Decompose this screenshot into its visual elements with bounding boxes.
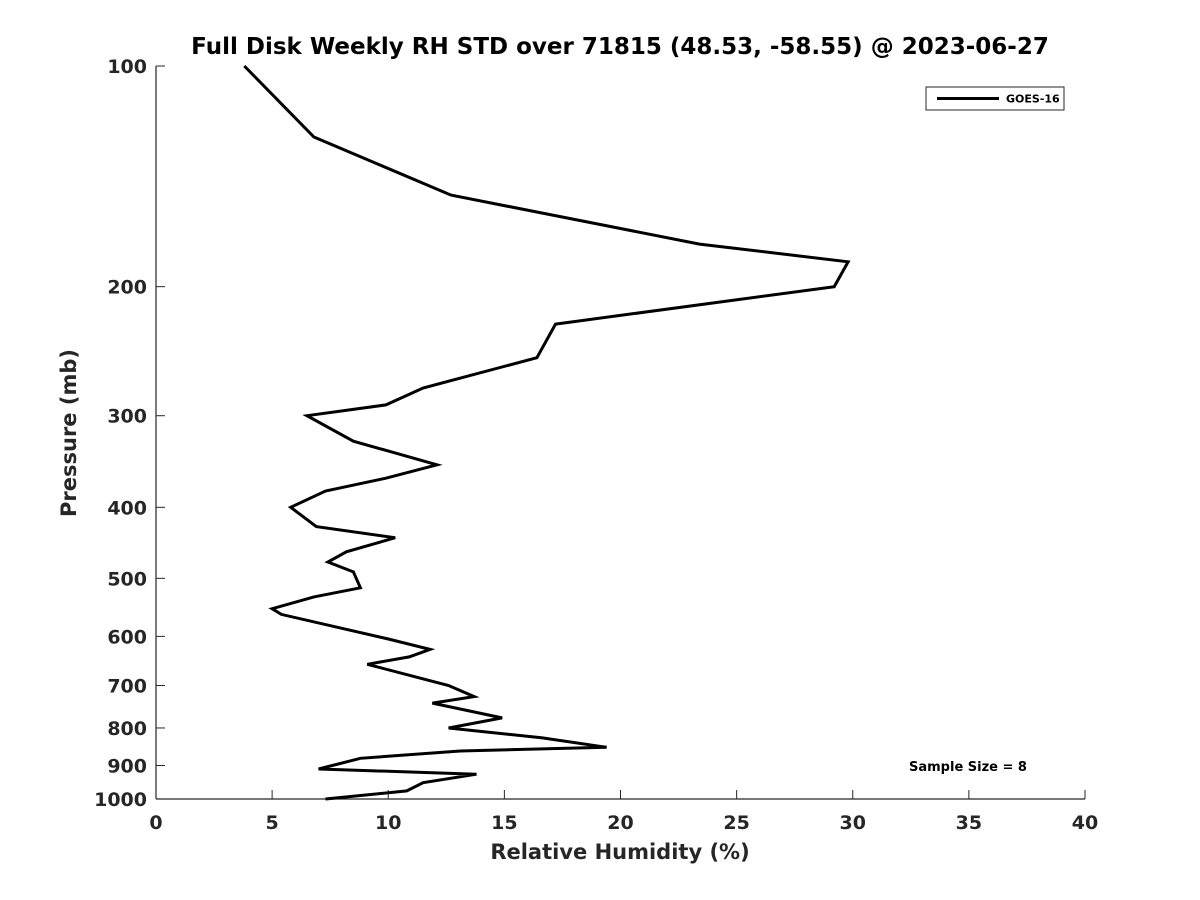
x-tick-label: 25: [723, 812, 749, 834]
y-tick-label: 100: [107, 56, 147, 78]
plot-area: [243, 64, 851, 801]
legend-label: GOES-16: [1006, 93, 1060, 106]
y-tick-label: 600: [107, 626, 147, 648]
y-tick-label: 500: [107, 568, 147, 590]
x-axis-label: Relative Humidity (%): [490, 840, 749, 864]
x-tick-label: 35: [956, 812, 982, 834]
x-tick-label: 15: [491, 812, 517, 834]
axes: 0 5 10 15 20 25 30 35 40 100 200 300 400 500 600 700 800…: [94, 56, 1098, 834]
x-tick-label: 30: [840, 812, 866, 834]
x-tick-label: 0: [149, 812, 162, 834]
legend: GOES-16: [925, 86, 1065, 111]
y-tick-label: 900: [107, 755, 147, 777]
chart-title: Full Disk Weekly RH STD over 71815 (48.5…: [191, 34, 1049, 60]
x-tick-label: 40: [1072, 812, 1098, 834]
y-tick-label: 800: [107, 718, 147, 740]
y-tick-label: 700: [107, 675, 147, 697]
x-tick-label: 10: [375, 812, 401, 834]
y-axis-label: Pressure (mb): [57, 349, 81, 517]
y-tick-label: 200: [107, 277, 147, 299]
sample-size-annotation: Sample Size = 8: [909, 760, 1027, 775]
y-tick-label: 300: [107, 406, 147, 428]
series-line-goes-16: [243, 64, 851, 801]
x-tick-label: 20: [607, 812, 633, 834]
y-tick-label: 400: [107, 497, 147, 519]
x-tick-label: 5: [266, 812, 279, 834]
y-tick-label: 1000: [94, 789, 147, 811]
